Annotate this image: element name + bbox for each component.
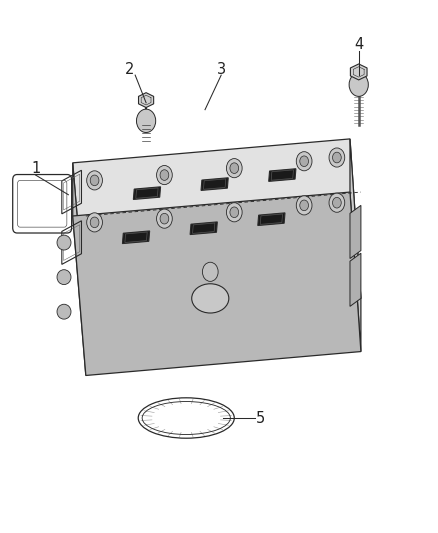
Circle shape: [329, 193, 345, 212]
Circle shape: [87, 171, 102, 190]
Polygon shape: [350, 205, 361, 259]
Ellipse shape: [57, 235, 71, 250]
Circle shape: [160, 169, 169, 180]
Circle shape: [300, 200, 308, 211]
Polygon shape: [258, 213, 285, 225]
Circle shape: [230, 163, 239, 173]
Text: 4: 4: [354, 37, 364, 52]
Polygon shape: [350, 253, 361, 306]
Polygon shape: [350, 139, 361, 352]
Polygon shape: [73, 192, 361, 375]
Circle shape: [226, 203, 242, 222]
Text: 3: 3: [217, 62, 226, 77]
Circle shape: [160, 213, 169, 224]
Circle shape: [90, 175, 99, 185]
Polygon shape: [73, 139, 361, 322]
Circle shape: [329, 148, 345, 167]
Text: 2: 2: [125, 62, 134, 77]
Polygon shape: [138, 93, 154, 108]
Polygon shape: [201, 178, 228, 190]
Polygon shape: [133, 187, 161, 199]
Ellipse shape: [57, 270, 71, 285]
Circle shape: [332, 152, 341, 163]
Circle shape: [156, 165, 172, 184]
Circle shape: [296, 152, 312, 171]
Circle shape: [137, 109, 155, 133]
Circle shape: [349, 73, 368, 96]
Circle shape: [332, 197, 341, 208]
Polygon shape: [190, 222, 217, 235]
Polygon shape: [73, 163, 86, 375]
Polygon shape: [350, 64, 367, 80]
Circle shape: [202, 262, 218, 281]
Ellipse shape: [192, 284, 229, 313]
Text: 1: 1: [31, 160, 40, 176]
Circle shape: [296, 196, 312, 215]
Circle shape: [300, 156, 308, 166]
Circle shape: [87, 213, 102, 232]
Circle shape: [90, 217, 99, 228]
Circle shape: [156, 209, 172, 228]
Polygon shape: [123, 231, 150, 244]
Text: 5: 5: [256, 410, 265, 425]
Circle shape: [230, 207, 239, 217]
Circle shape: [226, 159, 242, 177]
Ellipse shape: [57, 304, 71, 319]
Polygon shape: [269, 169, 296, 181]
